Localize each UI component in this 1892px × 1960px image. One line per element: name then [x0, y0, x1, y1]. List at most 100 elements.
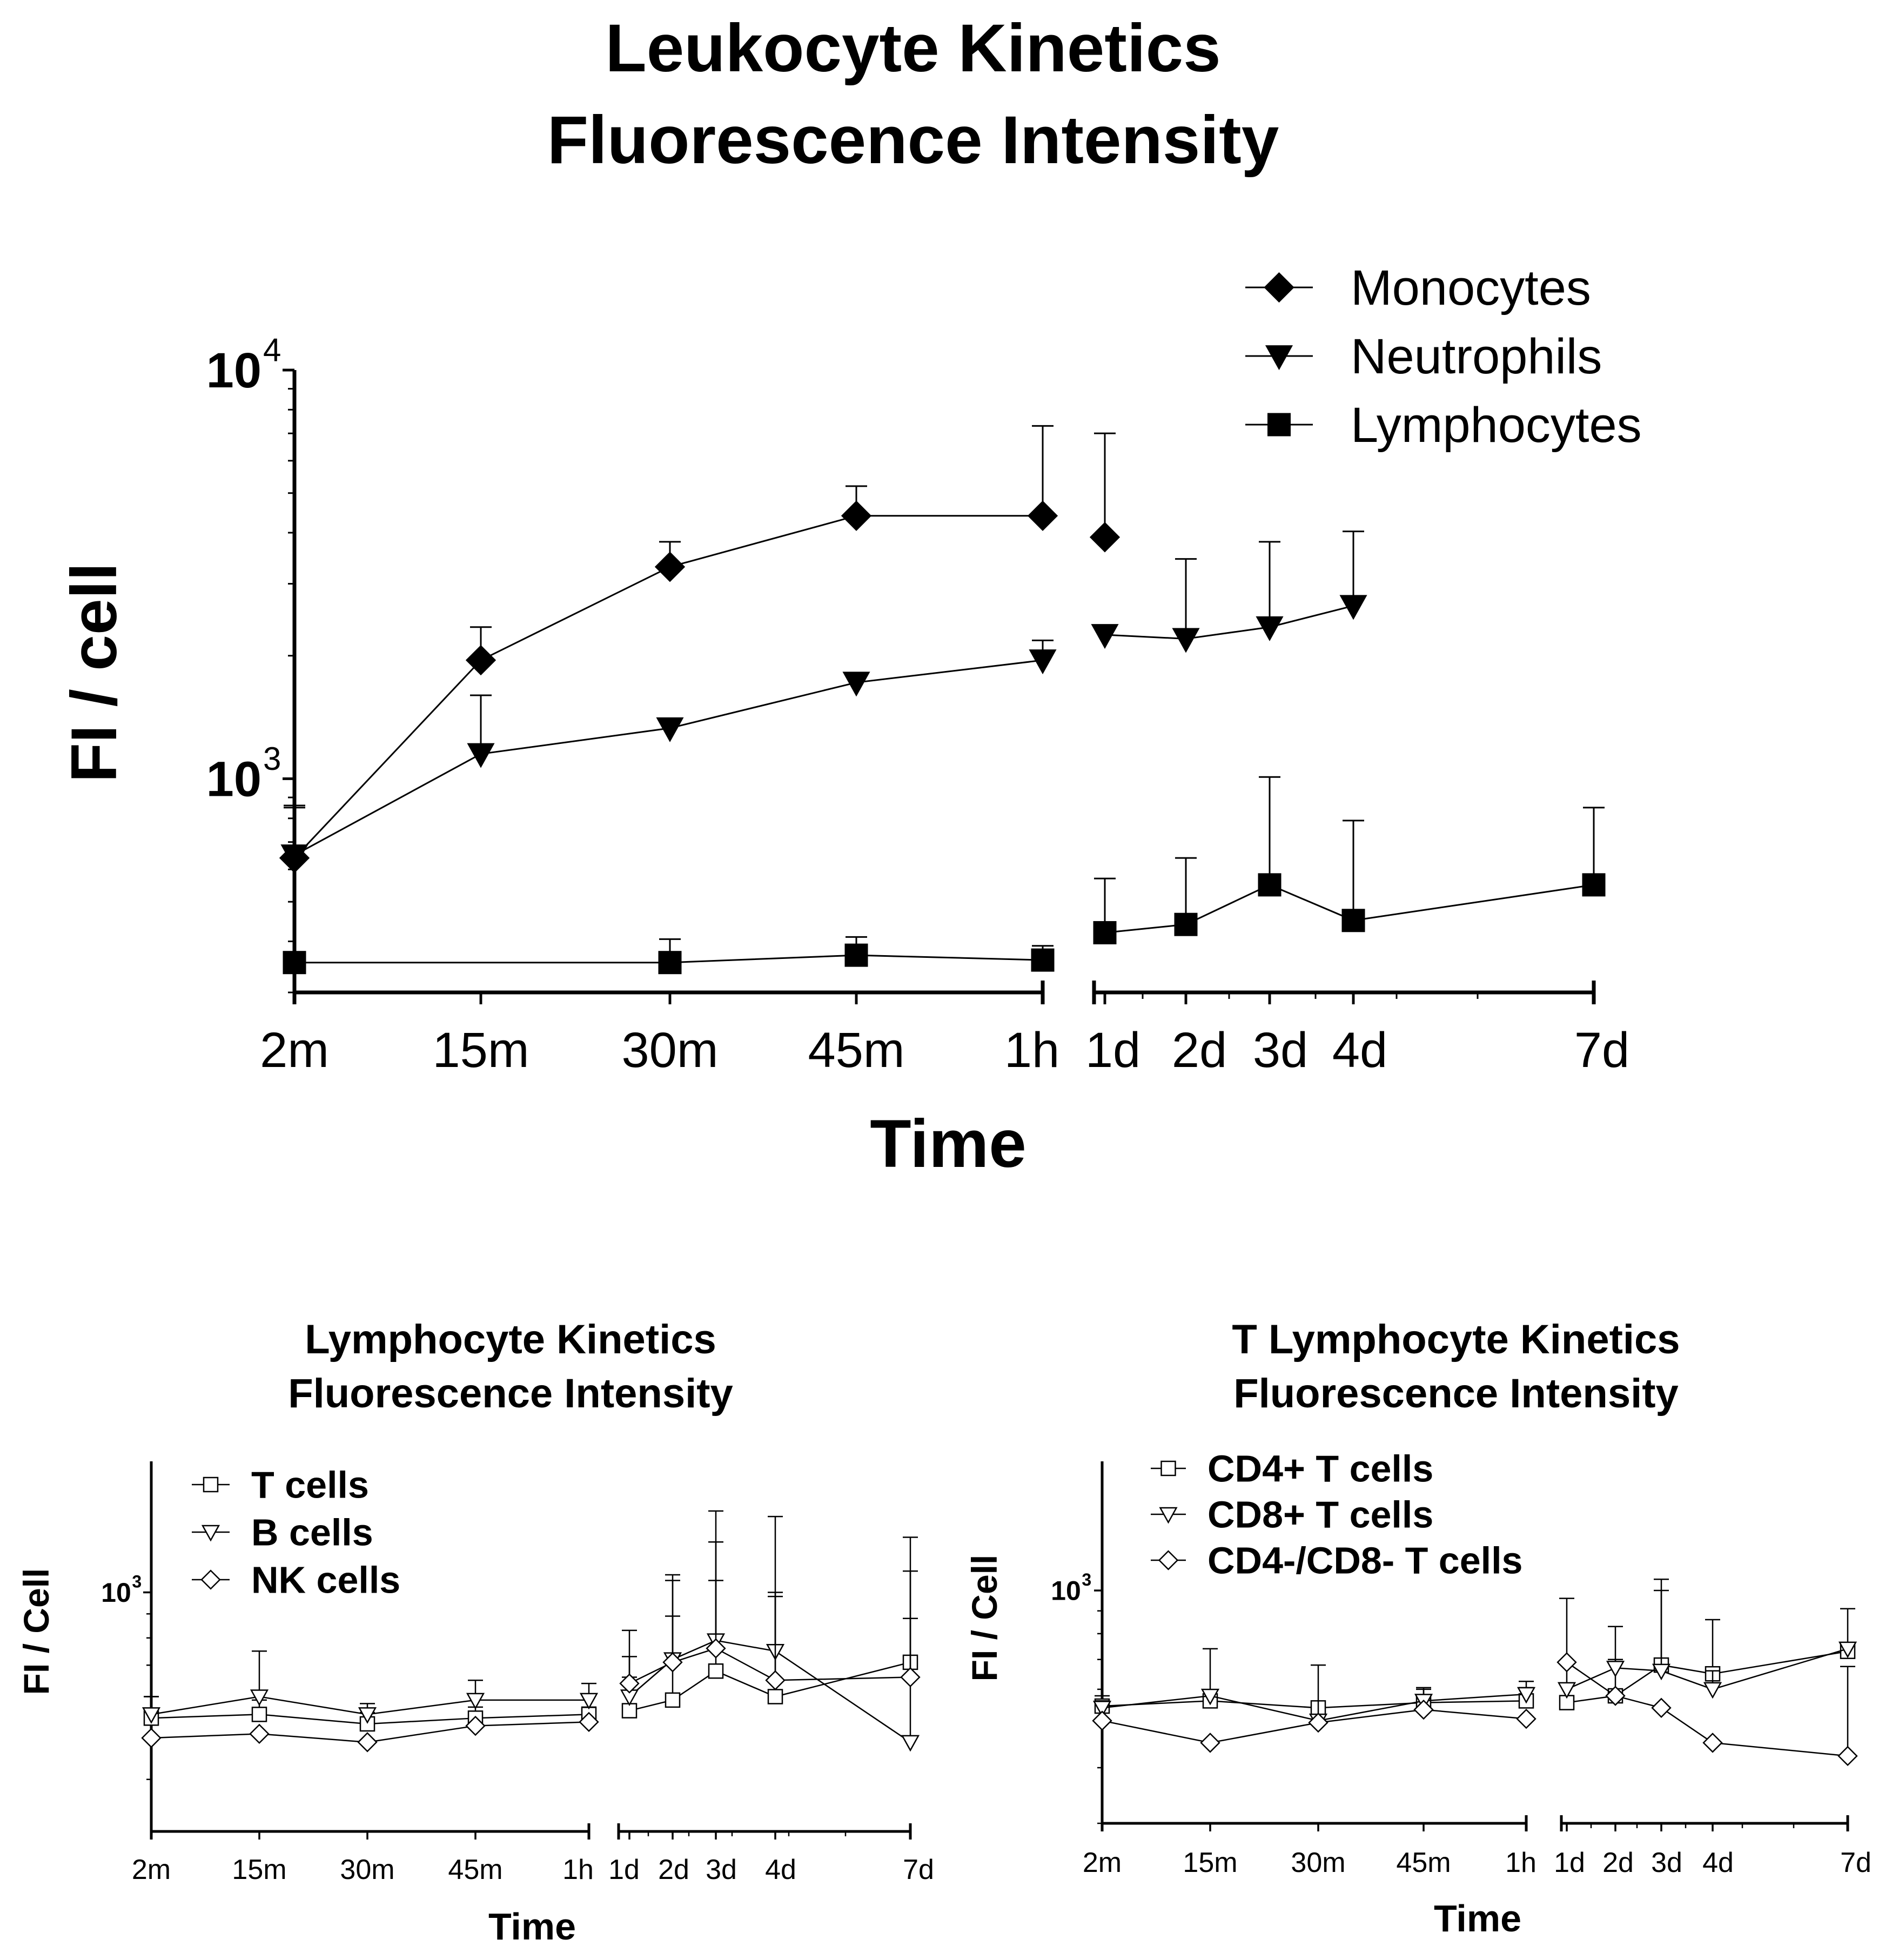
- legend: T cells B cells NK cells: [192, 1464, 400, 1601]
- x-tick-label: 1d: [1085, 1023, 1140, 1078]
- x-tick-label: 1h: [1505, 1847, 1537, 1878]
- data-point: [665, 1692, 681, 1708]
- legend-label: CD4-/CD8- T cells: [1207, 1540, 1522, 1582]
- data-point: [1172, 628, 1200, 653]
- legend-marker: [203, 1476, 219, 1493]
- data-point: [466, 1693, 485, 1710]
- legend-label: NK cells: [251, 1559, 400, 1601]
- legend-item: NK cells: [192, 1559, 400, 1601]
- axes: 10 310 42m 15m 30m 45m 1h 1d 2d 3d 4d 7d: [206, 332, 1630, 1078]
- chart-title-line-2: Fluorescence Intensity: [547, 103, 1279, 178]
- y-tick-label-base: 10: [1051, 1576, 1081, 1606]
- data-point: [1652, 1663, 1671, 1681]
- data-point: [842, 672, 870, 697]
- x-tick-label: 7d: [903, 1854, 934, 1885]
- x-tick-label: 45m: [448, 1854, 502, 1885]
- data-point: [619, 1673, 640, 1694]
- data-point: [249, 1723, 270, 1744]
- data-point: [358, 1707, 377, 1724]
- chart-title-line-1: T Lymphocyte Kinetics: [1232, 1317, 1680, 1362]
- chart-title-line-2: Fluorescence Intensity: [288, 1371, 733, 1417]
- y-axis-label: FI / cell: [58, 563, 130, 783]
- x-tick-label: 4d: [1332, 1023, 1387, 1078]
- x-tick-label: 3d: [1651, 1847, 1682, 1878]
- data-point: [841, 500, 872, 531]
- data-point: [1093, 921, 1117, 944]
- chart-title-line-2: Fluorescence Intensity: [1233, 1371, 1679, 1417]
- data-point: [1517, 1687, 1536, 1704]
- data-point: [579, 1711, 599, 1733]
- data-marks: [141, 1510, 921, 1753]
- data-point: [251, 1707, 267, 1722]
- y-tick-label-base: 10: [206, 752, 261, 807]
- data-point: [250, 1689, 269, 1707]
- data-point: [1341, 909, 1365, 932]
- legend: Monocytes Neutrophils Lymphocytes: [1245, 260, 1642, 453]
- axes: 10 3 2m 15m 30m 45m 1h 1d 2d 3d 4d 7d: [1051, 1461, 1871, 1878]
- data-point: [1556, 1652, 1577, 1673]
- legend-marker: [1160, 1460, 1176, 1476]
- t-lymphocyte-chart: T Lymphocyte Kinetics Fluorescence Inten…: [964, 1317, 1871, 1939]
- legend-marker: [201, 1525, 220, 1542]
- data-marks: [1092, 1578, 1858, 1766]
- legend-item: B cells: [192, 1512, 373, 1554]
- x-tick-label: 7d: [1840, 1847, 1871, 1878]
- x-tick-label: 2d: [1602, 1847, 1634, 1878]
- y-tick-label-exponent: 3: [1082, 1570, 1091, 1589]
- x-tick-label: 1h: [1004, 1023, 1059, 1078]
- legend-label: Monocytes: [1351, 260, 1591, 316]
- data-point: [1089, 522, 1121, 553]
- leukocyte-chart: Leukocyte Kinetics Fluorescence Intensit…: [58, 11, 1642, 1182]
- y-tick-label-base: 10: [101, 1578, 131, 1608]
- data-point: [1651, 1697, 1672, 1718]
- data-point: [901, 1735, 920, 1752]
- legend-label: Neutrophils: [1351, 329, 1602, 384]
- legend-label: T cells: [251, 1464, 369, 1506]
- data-point: [662, 1652, 683, 1673]
- data-point: [1308, 1712, 1329, 1733]
- data-point: [767, 1689, 783, 1704]
- x-tick-label: 30m: [622, 1023, 719, 1078]
- x-tick-label: 4d: [765, 1854, 796, 1885]
- data-point: [1838, 1641, 1857, 1659]
- legend-marker: [1264, 272, 1294, 303]
- data-point: [465, 1715, 486, 1736]
- series-lymphocytes: [283, 776, 1606, 975]
- data-point: [844, 943, 868, 967]
- x-tick-label: 2d: [658, 1854, 689, 1885]
- data-point: [283, 951, 306, 975]
- series-line: [294, 954, 1043, 964]
- legend-label: CD8+ T cells: [1207, 1494, 1433, 1536]
- legend-item: CD8+ T cells: [1151, 1494, 1433, 1536]
- y-tick-label-base: 10: [206, 343, 261, 398]
- chart-title-line-1: Leukocyte Kinetics: [605, 11, 1220, 86]
- y-tick-label-exponent: 3: [263, 741, 281, 777]
- data-point: [1091, 624, 1119, 649]
- x-tick-label: 1h: [562, 1854, 594, 1885]
- data-point: [656, 717, 684, 742]
- x-axis-label: Time: [1434, 1897, 1521, 1939]
- data-point: [1703, 1682, 1722, 1699]
- lymphocyte-chart: Lymphocyte Kinetics Fluorescence Intensi…: [16, 1317, 934, 1948]
- legend-item: T cells: [192, 1464, 369, 1506]
- x-tick-label: 3d: [1253, 1023, 1308, 1078]
- x-tick-label: 1d: [1554, 1847, 1585, 1878]
- data-point: [1605, 1686, 1626, 1706]
- series-cd4-cd8-t-cells: [1092, 1652, 1858, 1766]
- legend-label: B cells: [251, 1512, 373, 1554]
- data-point: [1027, 500, 1058, 531]
- x-tick-label: 45m: [1396, 1847, 1451, 1878]
- x-tick-label: 45m: [808, 1023, 905, 1078]
- data-point: [579, 1693, 599, 1710]
- x-tick-label: 30m: [340, 1854, 394, 1885]
- data-point: [1516, 1708, 1537, 1729]
- legend-label: CD4+ T cells: [1207, 1448, 1433, 1490]
- x-tick-label: 15m: [1183, 1847, 1237, 1878]
- series-nk-cells: [141, 1536, 921, 1753]
- x-axis-label: Time: [870, 1106, 1026, 1182]
- data-point: [1092, 1710, 1112, 1731]
- data-point: [765, 1670, 786, 1690]
